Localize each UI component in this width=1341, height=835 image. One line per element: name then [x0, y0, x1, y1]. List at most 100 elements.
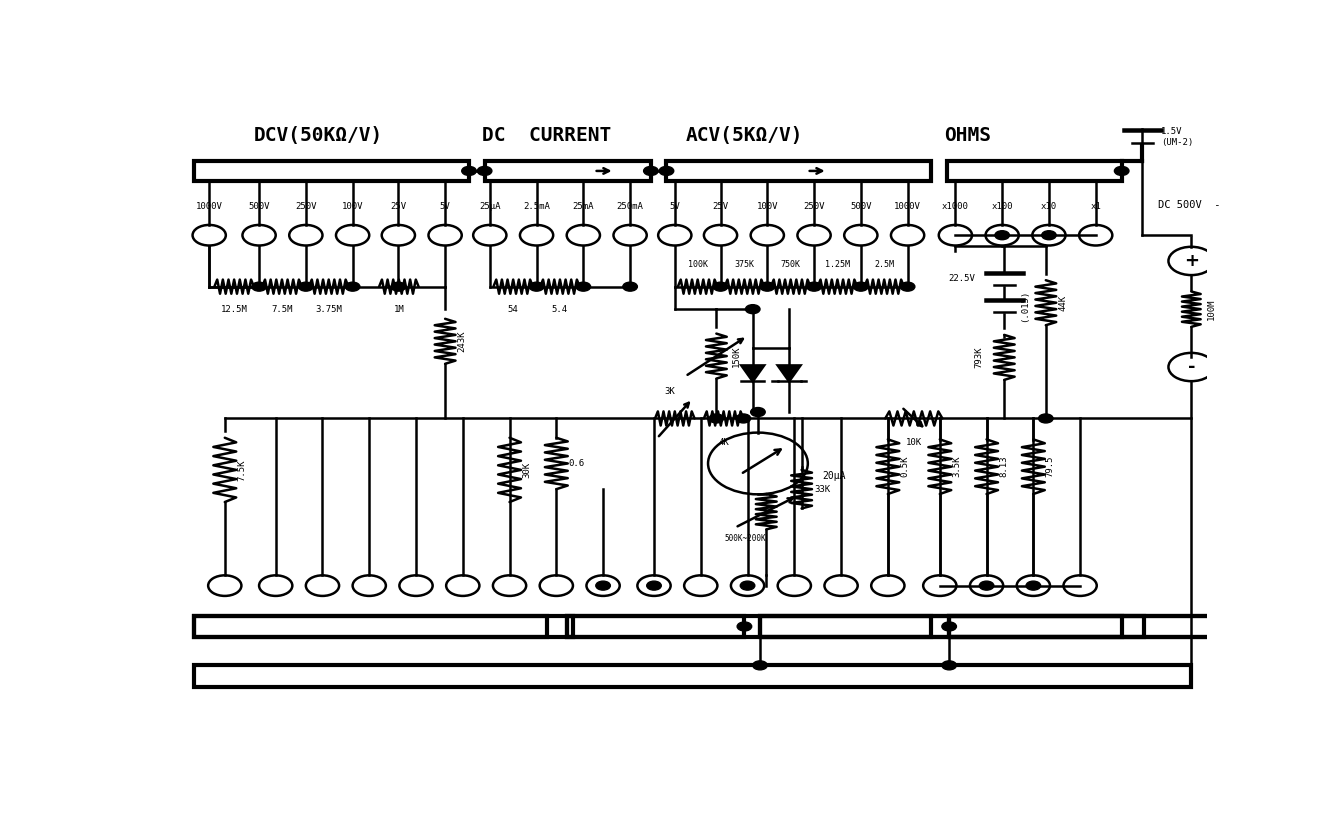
Text: 500V: 500V	[248, 202, 270, 211]
Text: 79.5: 79.5	[1046, 456, 1055, 478]
Text: 100V: 100V	[342, 202, 363, 211]
Circle shape	[751, 407, 766, 417]
Text: 2.5M: 2.5M	[874, 260, 894, 269]
Text: 33K: 33K	[814, 484, 830, 493]
Bar	[193, 161, 469, 180]
Text: 243K: 243K	[457, 331, 467, 352]
Circle shape	[252, 282, 267, 291]
Bar	[567, 616, 744, 637]
Circle shape	[807, 282, 821, 291]
Polygon shape	[778, 366, 801, 382]
Circle shape	[577, 282, 590, 291]
Text: DC  CURRENT: DC CURRENT	[483, 126, 611, 145]
Text: 4K: 4K	[719, 438, 730, 447]
Text: +: +	[1184, 252, 1199, 270]
Bar	[193, 665, 1191, 686]
Bar	[193, 616, 547, 637]
Circle shape	[752, 660, 767, 670]
Circle shape	[461, 166, 476, 175]
Text: 1M: 1M	[393, 305, 404, 314]
Text: 8.13: 8.13	[999, 456, 1008, 478]
Text: (.015): (.015)	[1021, 290, 1029, 322]
Text: 750K: 750K	[780, 260, 801, 269]
Circle shape	[346, 282, 359, 291]
Circle shape	[1114, 166, 1129, 175]
Text: 5V: 5V	[669, 202, 680, 211]
Text: 3K: 3K	[664, 387, 675, 396]
Text: 500V: 500V	[850, 202, 872, 211]
Circle shape	[595, 581, 610, 590]
Text: 25μA: 25μA	[479, 202, 500, 211]
Bar	[760, 616, 932, 637]
Circle shape	[530, 282, 544, 291]
Text: 150K: 150K	[732, 346, 742, 367]
Text: 500K~200K: 500K~200K	[724, 534, 766, 544]
Text: DCV(50KΩ/V): DCV(50KΩ/V)	[253, 126, 384, 145]
Text: x10: x10	[1041, 202, 1057, 211]
Circle shape	[736, 414, 751, 423]
Bar	[567, 616, 1144, 637]
Text: 44K: 44K	[1058, 295, 1067, 311]
Circle shape	[1042, 230, 1057, 240]
Bar	[949, 616, 1341, 637]
Text: 54: 54	[508, 305, 519, 314]
Text: 7.5M: 7.5M	[271, 305, 292, 314]
Bar	[947, 161, 1121, 180]
Circle shape	[941, 660, 956, 670]
Text: 1.5V
(UM-2): 1.5V (UM-2)	[1161, 127, 1193, 147]
Bar	[666, 161, 932, 180]
Text: 2.5mA: 2.5mA	[523, 202, 550, 211]
Text: 793K: 793K	[975, 347, 983, 368]
Polygon shape	[742, 366, 764, 382]
Text: 3.75M: 3.75M	[315, 305, 342, 314]
Circle shape	[660, 166, 673, 175]
Text: 10K: 10K	[905, 438, 921, 447]
Text: 250mA: 250mA	[617, 202, 644, 211]
Text: 250V: 250V	[803, 202, 825, 211]
Text: DC 500V  -: DC 500V -	[1159, 200, 1220, 210]
Bar	[193, 616, 573, 637]
Circle shape	[900, 282, 915, 291]
Text: 22.5V: 22.5V	[948, 275, 975, 283]
Circle shape	[740, 581, 755, 590]
Circle shape	[853, 282, 868, 291]
Circle shape	[644, 166, 658, 175]
Text: 375K: 375K	[735, 260, 755, 269]
Circle shape	[622, 282, 637, 291]
Bar	[760, 616, 1341, 637]
Text: x1000: x1000	[941, 202, 968, 211]
Circle shape	[709, 414, 724, 423]
Circle shape	[995, 230, 1010, 240]
Text: 100K: 100K	[688, 260, 708, 269]
Circle shape	[392, 282, 405, 291]
Circle shape	[299, 282, 312, 291]
Circle shape	[979, 581, 994, 590]
Text: 7.5K: 7.5K	[237, 459, 247, 481]
Circle shape	[738, 622, 752, 631]
Circle shape	[746, 305, 760, 314]
Text: 5.4: 5.4	[552, 305, 569, 314]
Text: 1000V: 1000V	[196, 202, 223, 211]
Text: OHMS: OHMS	[944, 126, 991, 145]
Text: 12.5M: 12.5M	[221, 305, 248, 314]
Circle shape	[1038, 414, 1053, 423]
Circle shape	[1026, 581, 1041, 590]
Text: 100V: 100V	[756, 202, 778, 211]
Circle shape	[646, 581, 661, 590]
Text: 1.25M: 1.25M	[825, 260, 850, 269]
Text: 0.5K: 0.5K	[900, 456, 909, 478]
Bar	[949, 616, 1121, 637]
Text: 3.5K: 3.5K	[952, 456, 961, 478]
Circle shape	[760, 282, 775, 291]
Text: 25V: 25V	[390, 202, 406, 211]
Circle shape	[713, 282, 728, 291]
Text: 30K: 30K	[522, 462, 531, 478]
Text: 20μA: 20μA	[822, 471, 846, 481]
Text: 25mA: 25mA	[573, 202, 594, 211]
Text: 25V: 25V	[712, 202, 728, 211]
Text: 5V: 5V	[440, 202, 451, 211]
Circle shape	[941, 622, 956, 631]
Text: 1000V: 1000V	[894, 202, 921, 211]
Text: x1: x1	[1090, 202, 1101, 211]
Circle shape	[477, 166, 492, 175]
